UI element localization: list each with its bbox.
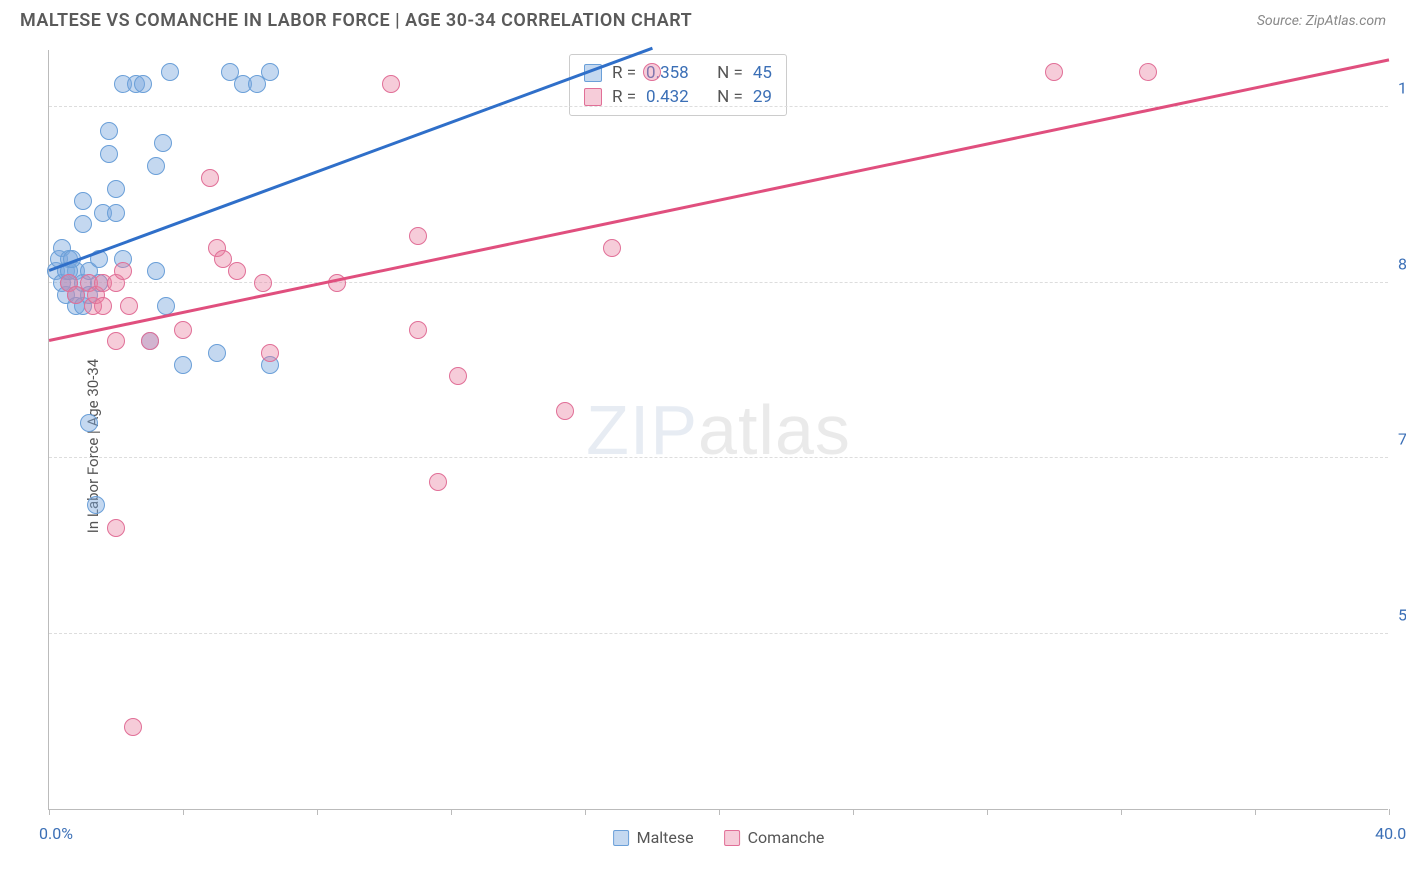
scatter-point	[100, 145, 118, 163]
scatter-point	[161, 63, 179, 81]
scatter-point	[429, 473, 447, 491]
y-tick-label: 100.0%	[1398, 79, 1406, 98]
y-tick-label: 85.0%	[1398, 254, 1406, 273]
x-tick-mark	[719, 809, 720, 815]
stat-n-label: N =	[717, 63, 743, 83]
scatter-point	[107, 180, 125, 198]
scatter-point	[409, 321, 427, 339]
scatter-point	[174, 356, 192, 374]
y-tick-label: 70.0%	[1398, 430, 1406, 449]
stat-n-label: N =	[717, 87, 743, 107]
scatter-point	[134, 75, 152, 93]
x-tick-mark	[1121, 809, 1122, 815]
legend-label: Comanche	[748, 828, 825, 847]
legend-swatch	[613, 830, 629, 846]
stat-n-value: 29	[753, 87, 772, 107]
stat-r-value: 0.432	[646, 87, 689, 107]
legend-item: Comanche	[724, 828, 825, 847]
scatter-point	[382, 75, 400, 93]
x-tick-mark	[853, 809, 854, 815]
scatter-point	[261, 63, 279, 81]
stats-row: R = 0.432 N = 29	[584, 85, 772, 109]
scatter-point	[409, 227, 427, 245]
x-tick-mark	[585, 809, 586, 815]
scatter-point	[1045, 63, 1063, 81]
scatter-point	[120, 297, 138, 315]
scatter-point	[154, 134, 172, 152]
scatter-point	[603, 239, 621, 257]
scatter-point	[228, 262, 246, 280]
stats-row: R =0.358 N =45	[584, 61, 772, 85]
scatter-point	[643, 63, 661, 81]
scatter-point	[1139, 63, 1157, 81]
scatter-point	[208, 344, 226, 362]
x-tick-mark	[1255, 809, 1256, 815]
legend-bottom: Maltese Comanche	[613, 828, 825, 847]
scatter-point	[107, 332, 125, 350]
scatter-point	[449, 367, 467, 385]
scatter-point	[107, 204, 125, 222]
scatter-point	[174, 321, 192, 339]
gridline-h	[49, 633, 1388, 634]
scatter-point	[556, 402, 574, 420]
x-tick-mark	[987, 809, 988, 815]
scatter-point	[74, 192, 92, 210]
x-axis-min-label: 0.0%	[39, 824, 73, 843]
scatter-point	[80, 414, 98, 432]
x-tick-mark	[1389, 809, 1390, 815]
scatter-point	[141, 332, 159, 350]
legend-item: Maltese	[613, 828, 694, 847]
legend-swatch	[724, 830, 740, 846]
scatter-point	[124, 718, 142, 736]
gridline-h	[49, 457, 1388, 458]
x-tick-mark	[317, 809, 318, 815]
stat-r-label: R =	[612, 63, 636, 83]
x-tick-mark	[451, 809, 452, 815]
y-tick-label: 55.0%	[1398, 605, 1406, 624]
scatter-point	[254, 274, 272, 292]
x-axis-max-label: 40.0%	[1375, 824, 1406, 843]
gridline-h	[49, 106, 1388, 107]
series-swatch	[584, 88, 602, 106]
stat-r-label: R =	[612, 87, 636, 107]
scatter-point	[74, 215, 92, 233]
scatter-point	[147, 262, 165, 280]
source-label: Source: ZipAtlas.com	[1257, 13, 1386, 29]
scatter-point	[147, 157, 165, 175]
scatter-point	[261, 344, 279, 362]
gridline-h	[49, 282, 1388, 283]
legend-label: Maltese	[637, 828, 694, 847]
stat-n-value: 45	[753, 63, 772, 83]
scatter-point	[87, 496, 105, 514]
scatter-point	[94, 297, 112, 315]
x-tick-mark	[183, 809, 184, 815]
scatter-point	[107, 519, 125, 537]
scatter-point	[114, 262, 132, 280]
chart-plot-area: ZIPatlas R =0.358 N =45R =0.432 N =29 0.…	[48, 50, 1388, 810]
chart-title: MALTESE VS COMANCHE IN LABOR FORCE | AGE…	[20, 10, 692, 31]
scatter-point	[201, 169, 219, 187]
scatter-point	[100, 122, 118, 140]
x-tick-mark	[49, 809, 50, 815]
